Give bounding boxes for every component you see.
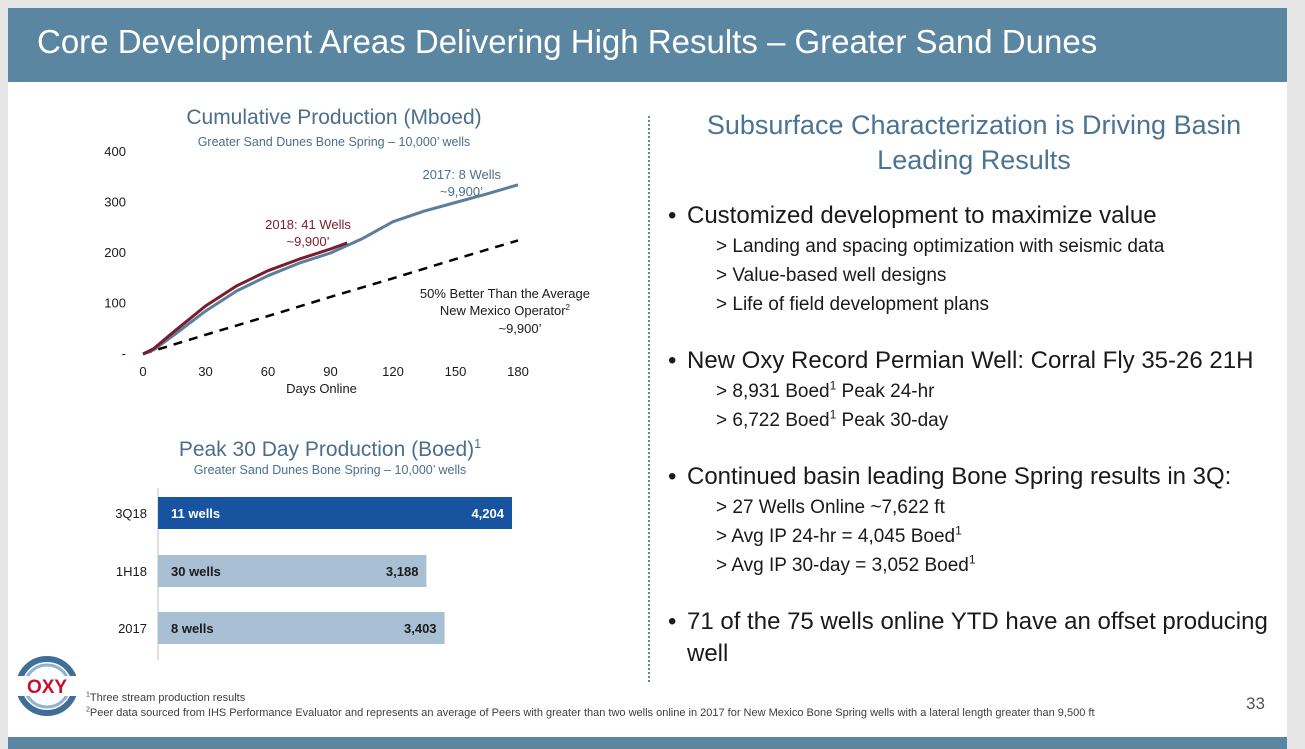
series-average-line	[142, 239, 519, 356]
bullet-marker: •	[668, 608, 677, 635]
bullet-marker: •	[668, 202, 677, 229]
bullet-2-sub-2: > 6,722 Boed1 Peak 30-day	[716, 407, 949, 431]
bar-inner-label: 30 wells	[171, 564, 221, 579]
bullet-1-text: Customized development to maximize value	[687, 202, 1157, 229]
x-tick-label: 30	[198, 364, 212, 379]
bar-category-label: 1H18	[116, 564, 147, 579]
window-frame-left	[0, 0, 8, 749]
series-2017-line	[142, 183, 519, 356]
window-frame-top	[0, 0, 1305, 8]
bar-chart-title-sup: 1	[474, 437, 482, 451]
column-divider	[648, 116, 650, 682]
x-tick-label: 120	[382, 364, 404, 379]
slide-header: Core Development Areas Delivering High R…	[8, 8, 1287, 82]
footnote-2: 2Peer data sourced from IHS Performance …	[86, 706, 1095, 719]
bullet-1-sub-1: > Landing and spacing optimization with …	[716, 236, 1165, 257]
window-frame-right	[1287, 0, 1305, 749]
bar-value-label: 3,188	[386, 564, 419, 579]
right-column-title: Subsurface Characterization is Driving B…	[706, 110, 1242, 175]
label-avg-line2: New Mexico Operator2	[440, 303, 571, 318]
bullet-2-text: New Oxy Record Permian Well: Corral Fly …	[687, 347, 1254, 374]
footnotes: 1Three stream production results 2Peer d…	[86, 691, 1095, 721]
label-2018-line2: ~9,900’	[286, 234, 329, 249]
bullet-3-sub-1: > 27 Wells Online ~7,622 ft	[716, 497, 945, 518]
slide-title: Core Development Areas Delivering High R…	[37, 23, 1098, 60]
x-tick-label: 150	[445, 364, 467, 379]
bullet-2-sub-1: > 8,931 Boed1 Peak 24-hr	[716, 378, 935, 402]
label-avg-line3: ~9,900’	[498, 321, 541, 336]
x-tick-label: 90	[323, 364, 337, 379]
line-chart-title: Cumulative Production (Mboed)	[186, 106, 482, 129]
logo-band	[16, 676, 78, 696]
x-tick-label: 60	[261, 364, 275, 379]
oxy-logo: OXY	[16, 656, 78, 716]
bar-value-label: 4,204	[471, 506, 504, 521]
bullet-1-sub-2: > Value-based well designs	[716, 265, 947, 286]
bar-inner-label: 11 wells	[171, 506, 220, 521]
bullet-list: • Customized development to maximize val…	[668, 200, 1283, 670]
bar-category-label: 2017	[118, 621, 147, 636]
cumulative-production-chart: - 100 200 300 400 0 30 60 90 120 150 180 Days Online…	[104, 144, 590, 396]
bullet-3: • Continued basin leading Bone Spring re…	[668, 461, 1283, 493]
bullet-1-sub-3: > Life of field development plans	[716, 294, 990, 315]
bullet-marker: •	[668, 463, 677, 490]
y-tick-label: 100	[104, 296, 126, 311]
label-2017-line2: ~9,900’	[440, 184, 483, 199]
y-tick-label: 200	[104, 245, 126, 260]
bullet-1: • Customized development to maximize val…	[668, 200, 1283, 232]
bullet-3-text: Continued basin leading Bone Spring resu…	[687, 463, 1232, 490]
bullet-4-text: 71 of the 75 wells online YTD have an of…	[687, 608, 1268, 667]
bar-inner-label: 8 wells	[171, 621, 214, 636]
y-tick-label: 400	[104, 144, 126, 159]
peak-30-day-chart: 3Q18 11 wells 4,204 1H18 30 wells 3,188 2017 8 …	[115, 488, 512, 660]
bar-category-label: 3Q18	[115, 506, 147, 521]
label-2017-line1: 2017: 8 Wells	[422, 167, 501, 182]
x-tick-label: 0	[139, 364, 146, 379]
bullet-4: • 71 of the 75 wells online YTD have an …	[668, 606, 1283, 670]
logo-text: OXY	[27, 677, 67, 698]
series-2018-line	[142, 241, 348, 356]
label-2018-line1: 2018: 41 Wells	[265, 217, 351, 232]
bar-chart-subtitle: Greater Sand Dunes Bone Spring – 10,000’…	[193, 463, 467, 477]
bar-1H18	[158, 555, 427, 587]
slide-bottom-bar	[8, 737, 1287, 749]
bullet-3-sub-3: > Avg IP 30-day = 3,052 Boed1	[716, 552, 976, 576]
page-number: 33	[1246, 694, 1265, 713]
bar-chart-title-text: Peak 30 Day Production (Boed)	[178, 438, 475, 461]
bar-2017	[158, 612, 445, 644]
y-tick-label: -	[122, 346, 126, 361]
line-chart-subtitle: Greater Sand Dunes Bone Spring – 10,000’…	[197, 135, 471, 149]
label-avg-sup: 2	[566, 303, 571, 312]
footnote-1: 1Three stream production results	[86, 691, 246, 704]
bar-3Q18	[158, 497, 512, 529]
x-axis-label: Days Online	[286, 381, 357, 396]
bar-value-label: 3,403	[404, 621, 437, 636]
x-tick-label: 180	[507, 364, 529, 379]
bar-chart-title: Peak 30 Day Production (Boed)1	[150, 437, 510, 462]
label-avg-line1: 50% Better Than the Average	[420, 286, 590, 301]
bullet-2: • New Oxy Record Permian Well: Corral Fl…	[668, 345, 1283, 377]
y-tick-label: 300	[104, 195, 126, 210]
bullet-marker: •	[668, 347, 677, 374]
bullet-3-sub-2: > Avg IP 24-hr = 4,045 Boed1	[716, 523, 962, 547]
label-avg-line2-text: New Mexico Operator	[440, 303, 566, 318]
